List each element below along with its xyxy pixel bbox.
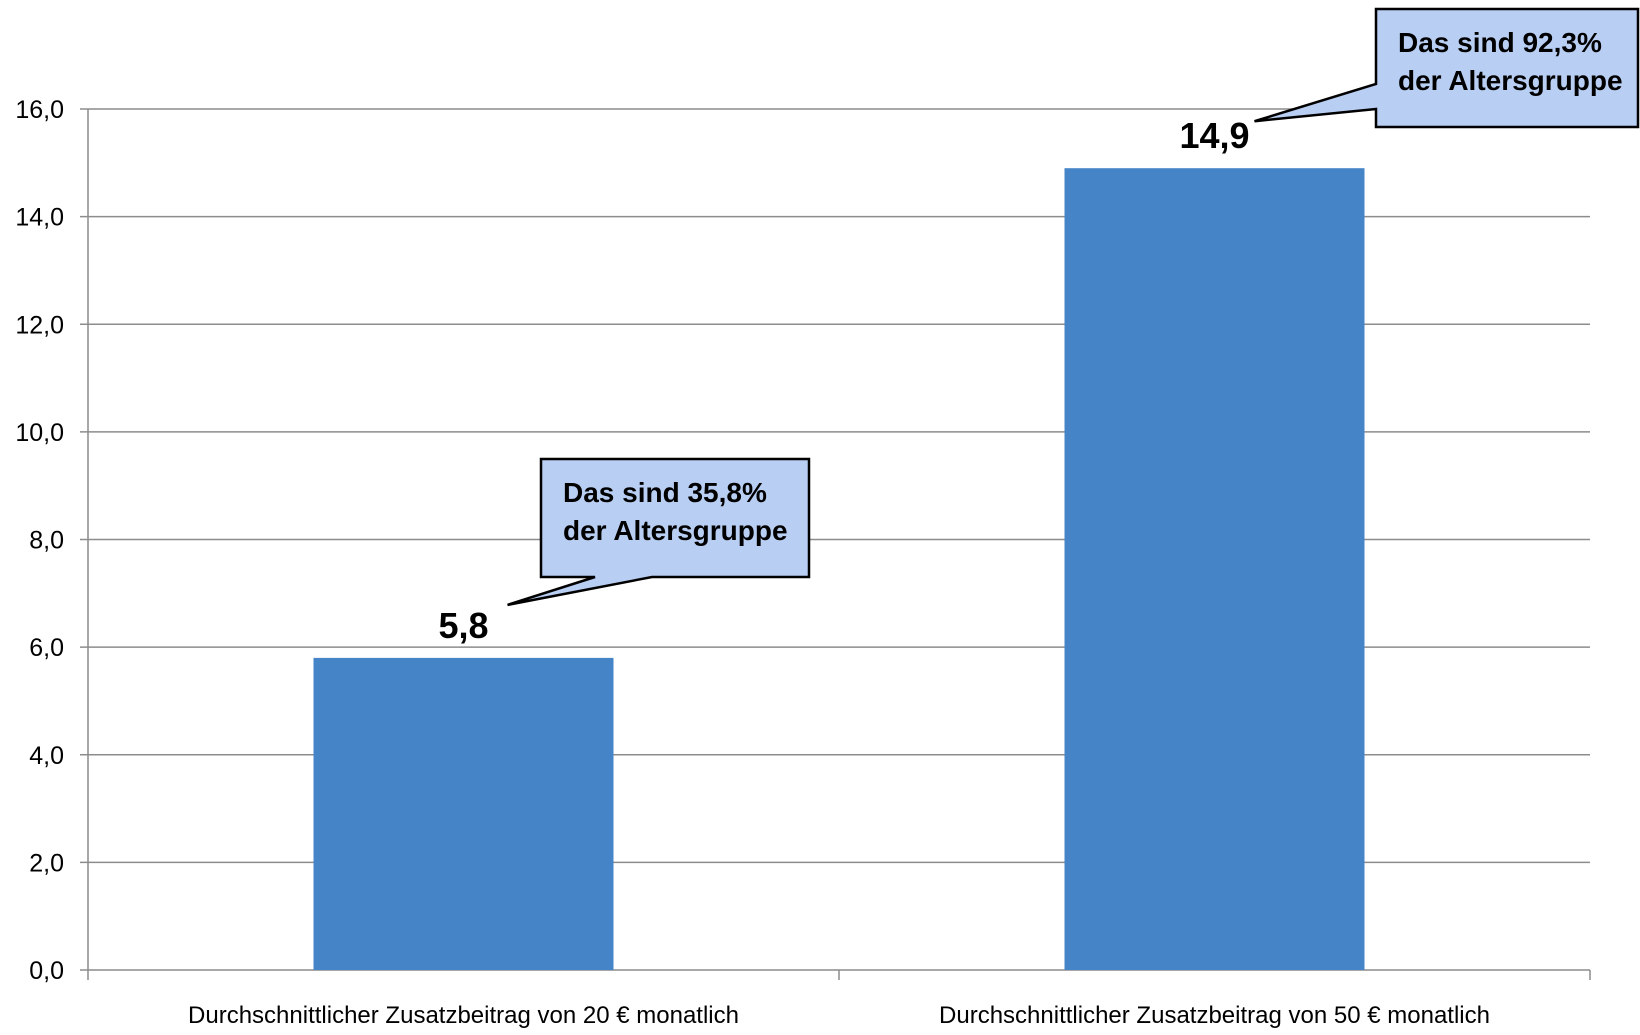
callout-shape — [1254, 7, 1640, 129]
y-tick-label: 0,0 — [29, 957, 64, 985]
y-tick-label: 16,0 — [15, 96, 64, 124]
callout-text: Das sind 92,3% — [1398, 27, 1602, 58]
category-label: Durchschnittlicher Zusatzbeitrag von 50 … — [939, 1002, 1490, 1029]
y-tick-label: 4,0 — [29, 742, 64, 770]
callout-text: der Altersgruppe — [563, 515, 788, 546]
y-tick-label: 10,0 — [15, 419, 64, 447]
data-label: 5,8 — [438, 605, 488, 646]
callout-text: der Altersgruppe — [1398, 65, 1623, 96]
y-tick-label: 14,0 — [15, 204, 64, 232]
data-label: 14,9 — [1179, 115, 1249, 156]
bar — [313, 657, 614, 970]
y-tick-label: 6,0 — [29, 634, 64, 662]
bar — [1064, 168, 1365, 971]
y-tick-label: 2,0 — [29, 849, 64, 877]
callout-text: Das sind 35,8% — [563, 477, 767, 508]
category-label: Durchschnittlicher Zusatzbeitrag von 20 … — [188, 1002, 739, 1029]
y-tick-label: 8,0 — [29, 527, 64, 555]
callout-shape — [507, 457, 811, 607]
y-tick-label: 12,0 — [15, 311, 64, 339]
